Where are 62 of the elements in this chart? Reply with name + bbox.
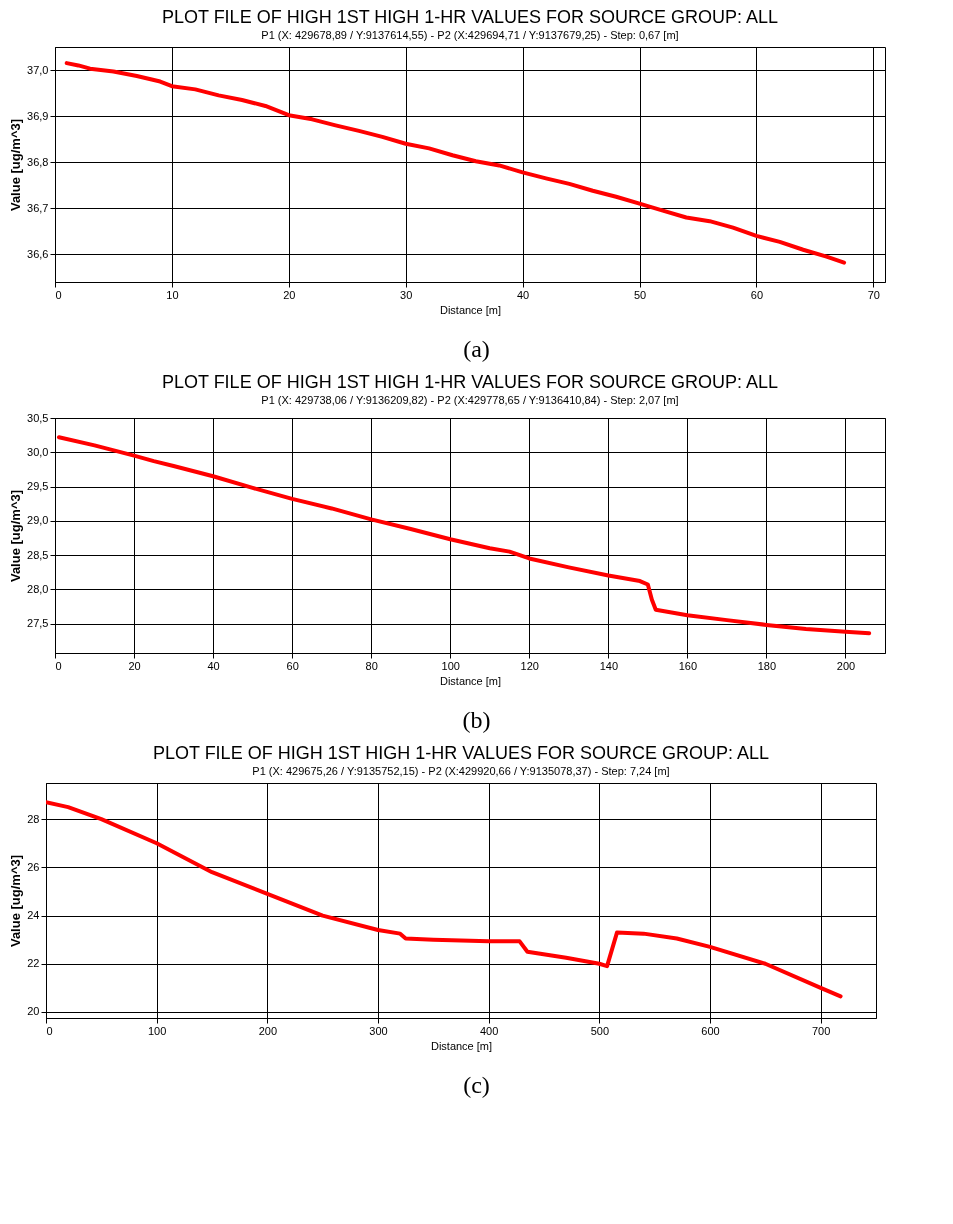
y-tick-label: 20: [27, 1005, 40, 1018]
x-tick-label: 160: [678, 659, 698, 672]
x-tick-label: 0: [55, 288, 62, 301]
line-series: [46, 800, 843, 999]
y-tick-label: 36,7: [27, 201, 49, 214]
x-tick-label: 40: [516, 288, 530, 301]
x-tick-label: 30: [400, 288, 413, 301]
line-series: [56, 435, 872, 636]
x-tick-label: 20: [283, 288, 296, 301]
x-tick-label: 40: [207, 659, 220, 672]
x-tick-label: 200: [258, 1024, 278, 1037]
x-tick-label: 10: [166, 288, 179, 301]
text: (a): [462, 336, 491, 363]
chart-title: PLOT FILE OF HIGH 1ST HIGH 1-HR VALUES FOR SOURCE GROUP: ALL: [161, 372, 779, 392]
y-tick-label: 28: [27, 812, 40, 825]
y-tick-label: 29,0: [27, 514, 49, 527]
y-tick-label: 29,5: [27, 480, 49, 493]
y-tick-label: 36,8: [27, 155, 49, 168]
x-axis-title: Distance [m]: [439, 303, 502, 316]
y-tick-label: 28,5: [27, 548, 49, 561]
chart-title: PLOT FILE OF HIGH 1ST HIGH 1-HR VALUES FOR SOURCE GROUP: ALL: [161, 7, 779, 27]
x-axis-title: Distance [m]: [430, 1039, 493, 1052]
x-tick-label: 120: [520, 659, 539, 672]
y-tick-label: 37,0: [27, 63, 49, 76]
x-axis-title: Distance [m]: [439, 674, 502, 687]
y-tick-label: 36,9: [27, 109, 49, 122]
x-tick-label: 700: [811, 1024, 831, 1037]
x-tick-label: 180: [757, 659, 777, 672]
y-axis-title: Value [ug/m^3]: [8, 489, 24, 583]
x-tick-label: 400: [479, 1024, 499, 1037]
x-tick-label: 500: [590, 1024, 610, 1037]
chart-title: PLOT FILE OF HIGH 1ST HIGH 1-HR VALUES FOR SOURCE GROUP: ALL: [152, 743, 770, 763]
y-tick-label: 30,0: [27, 445, 49, 458]
x-tick-label: 0: [46, 1024, 53, 1037]
x-tick-label: 600: [701, 1024, 720, 1037]
y-tick-label: 26: [27, 860, 40, 873]
x-tick-label: 100: [147, 1024, 167, 1037]
y-tick-label: 24: [27, 909, 40, 922]
x-tick-label: 0: [55, 659, 62, 672]
x-tick-label: 300: [369, 1024, 388, 1037]
y-tick-label: 36,6: [27, 247, 49, 260]
line-series: [64, 61, 847, 265]
y-tick-label: 27,5: [27, 617, 49, 630]
text: (b): [461, 707, 492, 734]
x-tick-label: 20: [128, 659, 141, 672]
x-tick-label: 60: [750, 288, 764, 301]
y-tick-label: 22: [27, 957, 40, 970]
x-tick-label: 80: [365, 659, 378, 672]
x-tick-label: 140: [599, 659, 619, 672]
chart-subtitle: P1 (X: 429675,26 / Y:9135752,15) - P2 (X:429920,66 / Y:9135078,37) - Step: 7,24 [m]: [252, 765, 670, 777]
x-tick-label: 60: [286, 659, 299, 672]
x-tick-label: 70: [867, 288, 880, 301]
x-tick-label: 200: [836, 659, 856, 672]
y-axis-title: Value [ug/m^3]: [8, 854, 24, 948]
text: (c): [462, 1072, 491, 1099]
y-tick-label: 30,5: [27, 411, 49, 424]
y-axis-title: Value [ug/m^3]: [8, 118, 24, 212]
x-tick-label: 50: [633, 288, 647, 301]
x-tick-label: 100: [441, 659, 460, 672]
y-tick-label: 28,0: [27, 582, 49, 595]
chart-subtitle: P1 (X: 429678,89 / Y:9137614,55) - P2 (X:429694,71 / Y:9137679,25) - Step: 0,67 [m]: [261, 29, 679, 41]
chart-subtitle: P1 (X: 429738,06 / Y:9136209,82) - P2 (X:429778,65 / Y:9136410,84) - Step: 2,07 [m]: [261, 394, 679, 406]
